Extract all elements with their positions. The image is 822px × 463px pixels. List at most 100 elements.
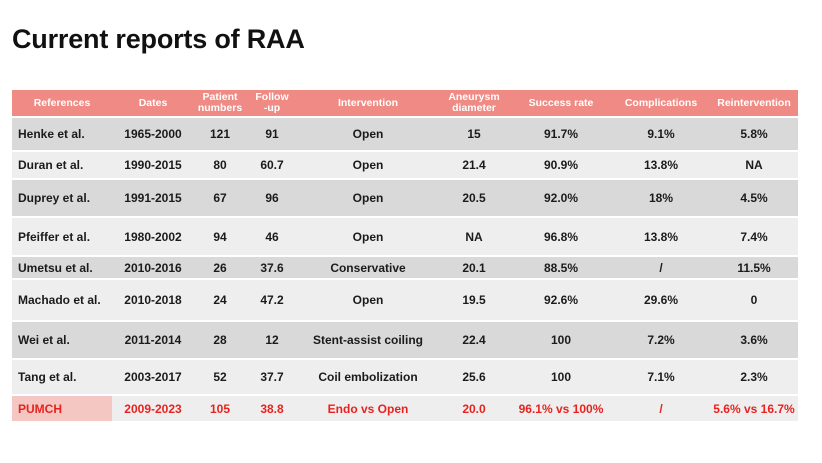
cell-success: 88.5% xyxy=(510,256,612,280)
cell-intervention: Open xyxy=(298,117,438,152)
cell-dates: 2009-2023 xyxy=(112,395,194,423)
cell-complications: 13.8% xyxy=(612,217,710,257)
cell-dates: 2010-2018 xyxy=(112,279,194,322)
table-row: Machado et al. 2010-2018 24 47.2 Open 19… xyxy=(12,279,798,322)
cell-followup: 37.7 xyxy=(246,359,298,396)
cell-complications: 29.6% xyxy=(612,279,710,322)
cell-diameter: 20.5 xyxy=(438,179,510,218)
cell-followup: 37.6 xyxy=(246,256,298,280)
cell-dates: 1965-2000 xyxy=(112,117,194,152)
header-references: References xyxy=(12,90,112,118)
cell-patients: 94 xyxy=(194,217,246,257)
cell-success: 92.0% xyxy=(510,179,612,218)
cell-reference: Tang et al. xyxy=(12,359,112,396)
table-row: Henke et al. 1965-2000 121 91 Open 15 91… xyxy=(12,117,798,152)
table-row: Duprey et al. 1991-2015 67 96 Open 20.5 … xyxy=(12,179,798,218)
cell-patients: 28 xyxy=(194,321,246,360)
table-row: Tang et al. 2003-2017 52 37.7 Coil embol… xyxy=(12,359,798,396)
header-follow-up: Follow -up xyxy=(246,90,298,118)
cell-patients: 52 xyxy=(194,359,246,396)
cell-followup: 46 xyxy=(246,217,298,257)
cell-success: 100 xyxy=(510,321,612,360)
cell-patients: 24 xyxy=(194,279,246,322)
cell-complications: / xyxy=(612,256,710,280)
header-intervention: Intervention xyxy=(298,90,438,118)
cell-complications: 9.1% xyxy=(612,117,710,152)
cell-diameter: 22.4 xyxy=(438,321,510,360)
slide-title: Current reports of RAA xyxy=(12,24,305,54)
cell-patients: 121 xyxy=(194,117,246,152)
table-header-row: References Dates Patient numbers Follow -u… xyxy=(12,90,798,118)
cell-followup: 91 xyxy=(246,117,298,152)
cell-success: 96.1% vs 100% xyxy=(510,395,612,423)
cell-dates: 1991-2015 xyxy=(112,179,194,218)
header-patient-numbers: Patient numbers xyxy=(194,90,246,118)
cell-reference: Wei et al. xyxy=(12,321,112,360)
cell-reference: Pfeiffer et al. xyxy=(12,217,112,257)
cell-intervention: Endo vs Open xyxy=(298,395,438,423)
cell-success: 90.9% xyxy=(510,151,612,180)
cell-diameter: 20.1 xyxy=(438,256,510,280)
cell-patients: 26 xyxy=(194,256,246,280)
cell-followup: 96 xyxy=(246,179,298,218)
cell-dates: 1990-2015 xyxy=(112,151,194,180)
cell-patients: 105 xyxy=(194,395,246,423)
cell-followup: 60.7 xyxy=(246,151,298,180)
cell-reference: Duran et al. xyxy=(12,151,112,180)
header-dates: Dates xyxy=(112,90,194,118)
cell-diameter: 25.6 xyxy=(438,359,510,396)
cell-intervention: Open xyxy=(298,217,438,257)
cell-reintervention: 0 xyxy=(710,279,798,322)
table-row: Pfeiffer et al. 1980-2002 94 46 Open NA … xyxy=(12,217,798,257)
cell-diameter: NA xyxy=(438,217,510,257)
cell-intervention: Open xyxy=(298,279,438,322)
cell-complications: / xyxy=(612,395,710,423)
cell-patients: 80 xyxy=(194,151,246,180)
cell-intervention: Open xyxy=(298,151,438,180)
cell-success: 100 xyxy=(510,359,612,396)
table-row: Duran et al. 1990-2015 80 60.7 Open 21.4… xyxy=(12,151,798,180)
header-aneurysm-diameter: Aneurysm diameter xyxy=(438,90,510,118)
cell-dates: 2011-2014 xyxy=(112,321,194,360)
cell-reference: Henke et al. xyxy=(12,117,112,152)
cell-intervention: Open xyxy=(298,179,438,218)
cell-reference: Duprey et al. xyxy=(12,179,112,218)
table-row-highlight: PUMCH 2009-2023 105 38.8 Endo vs Open 20… xyxy=(12,395,798,423)
cell-reintervention: NA xyxy=(710,151,798,180)
cell-complications: 13.8% xyxy=(612,151,710,180)
cell-reference: Umetsu et al. xyxy=(12,256,112,280)
cell-reference: Machado et al. xyxy=(12,279,112,322)
header-complications: Complications xyxy=(612,90,710,118)
cell-reference: PUMCH xyxy=(12,395,112,423)
cell-reintervention: 4.5% xyxy=(710,179,798,218)
cell-reintervention: 7.4% xyxy=(710,217,798,257)
cell-success: 92.6% xyxy=(510,279,612,322)
cell-diameter: 15 xyxy=(438,117,510,152)
cell-complications: 7.1% xyxy=(612,359,710,396)
cell-dates: 1980-2002 xyxy=(112,217,194,257)
cell-followup: 12 xyxy=(246,321,298,360)
cell-dates: 2010-2016 xyxy=(112,256,194,280)
header-success-rate: Success rate xyxy=(510,90,612,118)
cell-reintervention: 2.3% xyxy=(710,359,798,396)
cell-dates: 2003-2017 xyxy=(112,359,194,396)
cell-success: 96.8% xyxy=(510,217,612,257)
cell-diameter: 19.5 xyxy=(438,279,510,322)
cell-reintervention: 5.6% vs 16.7% xyxy=(710,395,798,423)
cell-followup: 47.2 xyxy=(246,279,298,322)
table-row: Wei et al. 2011-2014 28 12 Stent-assist … xyxy=(12,321,798,360)
cell-success: 91.7% xyxy=(510,117,612,152)
cell-reintervention: 3.6% xyxy=(710,321,798,360)
cell-diameter: 20.0 xyxy=(438,395,510,423)
table-row: Umetsu et al. 2010-2016 26 37.6 Conserva… xyxy=(12,256,798,280)
cell-intervention: Stent-assist coiling xyxy=(298,321,438,360)
cell-followup: 38.8 xyxy=(246,395,298,423)
cell-diameter: 21.4 xyxy=(438,151,510,180)
cell-intervention: Conservative xyxy=(298,256,438,280)
header-reintervention: Reintervention xyxy=(710,90,798,118)
reports-table-container: References Dates Patient numbers Follow -u… xyxy=(12,90,798,423)
reports-table: References Dates Patient numbers Follow -u… xyxy=(12,90,798,423)
cell-reintervention: 11.5% xyxy=(710,256,798,280)
cell-reintervention: 5.8% xyxy=(710,117,798,152)
cell-intervention: Coil embolization xyxy=(298,359,438,396)
